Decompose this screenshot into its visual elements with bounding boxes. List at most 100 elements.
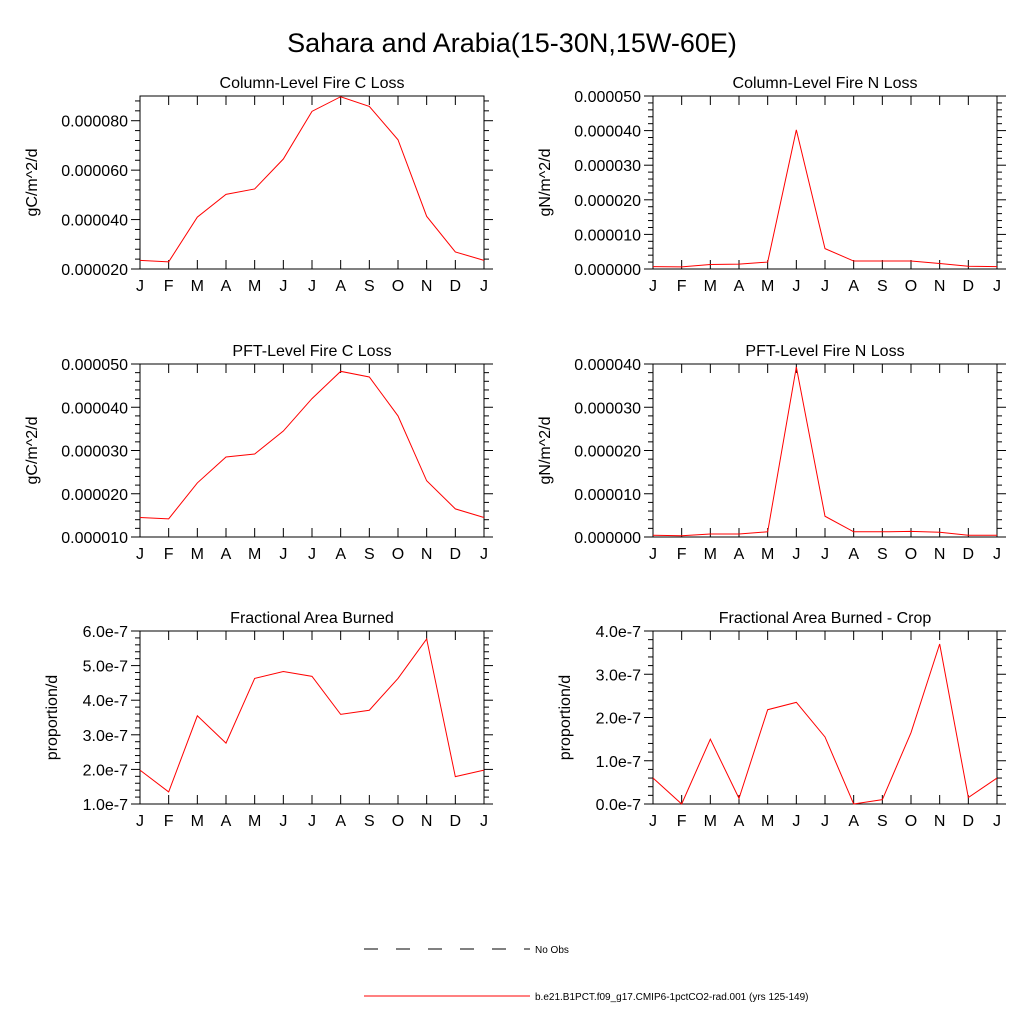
y-tick-label: 2.0e-7 [83, 762, 128, 779]
y-tick-label: 0.000040 [574, 124, 641, 141]
x-tick-label: D [963, 278, 975, 295]
x-tick-label: M [248, 813, 261, 830]
x-tick-label: O [392, 278, 404, 295]
legend: No Obs b.e21.B1PCT.f09_g17.CMIP6-1pctCO2… [364, 945, 808, 1003]
x-tick-label: J [993, 813, 1001, 830]
y-tick-label: 0.000060 [61, 163, 128, 180]
y-axis-label: gC/m^2/d [24, 417, 41, 485]
y-tick-label: 2.0e-7 [596, 711, 641, 728]
x-tick-label: O [905, 546, 917, 563]
x-tick-label: N [421, 278, 433, 295]
x-tick-label: J [993, 546, 1001, 563]
x-tick-label: N [934, 813, 946, 830]
x-tick-label: N [934, 278, 946, 295]
x-tick-label: F [677, 546, 687, 563]
plot-frame [652, 363, 998, 538]
y-tick-label: 0.000040 [574, 357, 641, 374]
x-tick-label: D [963, 813, 975, 830]
x-tick-label: F [677, 278, 687, 295]
y-tick-label: 0.000080 [61, 114, 128, 131]
legend-label-no-obs: No Obs [535, 945, 569, 956]
x-tick-label: J [649, 278, 657, 295]
y-axis-label: gN/m^2/d [537, 417, 554, 485]
x-tick-label: F [677, 813, 687, 830]
y-tick-label: 0.0e-7 [596, 797, 641, 814]
y-tick-label: 0.000020 [61, 487, 128, 504]
x-tick-label: J [649, 813, 657, 830]
panel-title: Fractional Area Burned - Crop [719, 610, 932, 627]
figure-title: Sahara and Arabia(15-30N,15W-60E) [287, 28, 737, 58]
x-tick-label: S [364, 813, 375, 830]
x-tick-label: M [191, 546, 204, 563]
y-axis-label: gN/m^2/d [537, 149, 554, 217]
chart-panel: Fractional Area Burned - Crop proportion/… [557, 610, 1006, 830]
x-tick-label: M [761, 813, 774, 830]
x-tick-label: D [963, 546, 975, 563]
y-tick-label: 0.000010 [574, 487, 641, 504]
plot-frame [139, 95, 485, 270]
x-tick-label: O [905, 278, 917, 295]
y-tick-label: 1.0e-7 [596, 754, 641, 771]
y-axis-label: proportion/d [44, 675, 61, 760]
x-tick-label: S [877, 813, 888, 830]
series-line [139, 96, 485, 263]
x-tick-label: A [734, 278, 745, 295]
series-line [139, 370, 485, 520]
y-tick-label: 0.000000 [574, 262, 641, 279]
x-tick-label: A [848, 546, 859, 563]
x-tick-label: A [335, 278, 346, 295]
x-tick-label: J [480, 278, 488, 295]
x-tick-label: M [761, 278, 774, 295]
x-tick-label: J [279, 813, 287, 830]
panel-title: Column-Level Fire C Loss [220, 75, 405, 92]
x-tick-label: J [792, 546, 800, 563]
x-tick-label: O [905, 813, 917, 830]
y-tick-label: 0.000030 [574, 400, 641, 417]
x-tick-label: J [792, 813, 800, 830]
y-tick-label: 0.000010 [61, 530, 128, 547]
x-tick-label: J [821, 546, 829, 563]
x-tick-label: J [308, 813, 316, 830]
x-tick-label: J [480, 813, 488, 830]
x-tick-label: M [704, 546, 717, 563]
x-tick-label: M [761, 546, 774, 563]
x-tick-label: M [191, 278, 204, 295]
y-tick-label: 1.0e-7 [83, 797, 128, 814]
x-tick-label: J [649, 546, 657, 563]
series-line [652, 366, 997, 537]
x-tick-label: S [364, 546, 375, 563]
x-tick-label: F [164, 546, 174, 563]
x-tick-label: A [221, 278, 232, 295]
y-tick-label: 6.0e-7 [83, 624, 128, 641]
y-axis-label: gC/m^2/d [24, 149, 41, 217]
x-tick-label: J [136, 813, 144, 830]
y-tick-label: 0.000010 [574, 227, 641, 244]
y-tick-label: 5.0e-7 [83, 659, 128, 676]
panel-title: PFT-Level Fire N Loss [745, 343, 904, 360]
x-tick-label: S [877, 546, 888, 563]
x-tick-label: J [279, 278, 287, 295]
x-tick-label: J [480, 546, 488, 563]
y-tick-label: 0.000030 [574, 158, 641, 175]
series-line [652, 643, 998, 805]
x-tick-label: A [335, 546, 346, 563]
x-tick-label: A [335, 813, 346, 830]
x-tick-label: A [221, 813, 232, 830]
x-tick-label: J [821, 813, 829, 830]
panel-title: PFT-Level Fire C Loss [232, 343, 391, 360]
y-tick-label: 0.000030 [61, 444, 128, 461]
x-tick-label: J [136, 546, 144, 563]
y-tick-label: 0.000050 [574, 89, 641, 106]
x-tick-label: J [821, 278, 829, 295]
y-tick-label: 0.000020 [574, 193, 641, 210]
x-tick-label: O [392, 546, 404, 563]
x-tick-label: J [308, 546, 316, 563]
x-tick-label: J [279, 546, 287, 563]
y-tick-label: 4.0e-7 [596, 624, 641, 641]
y-tick-label: 0.000020 [574, 444, 641, 461]
series-line [139, 637, 485, 793]
